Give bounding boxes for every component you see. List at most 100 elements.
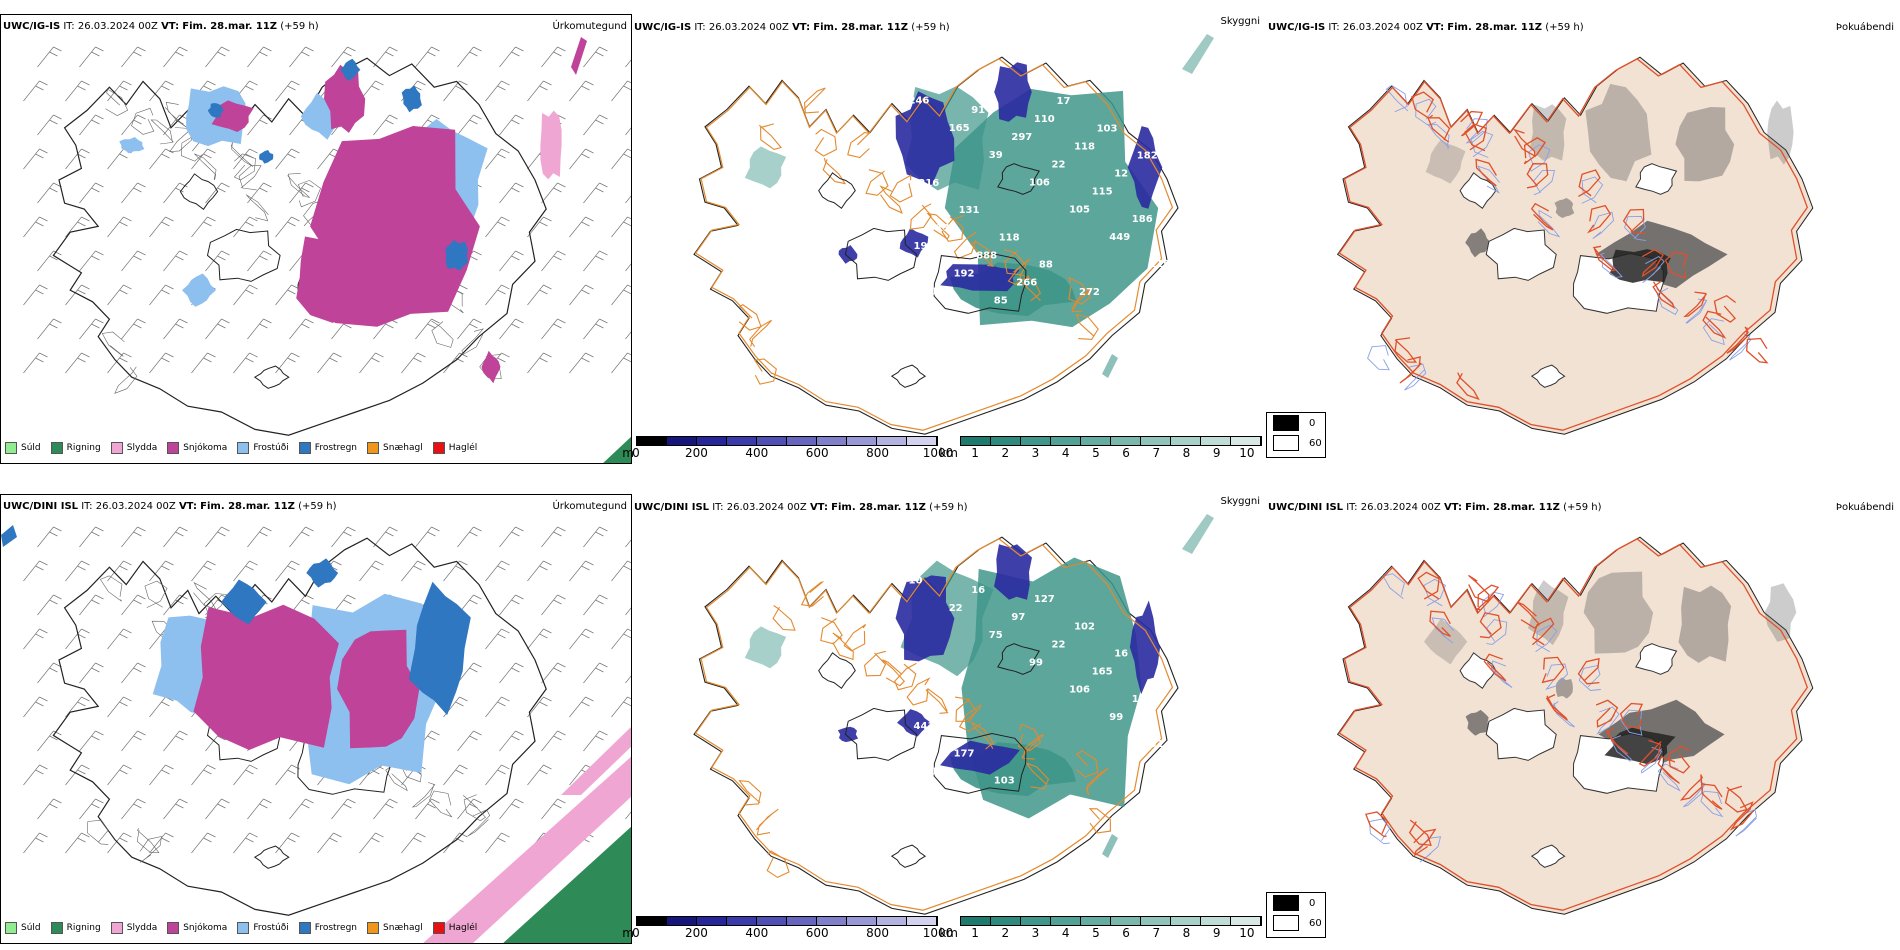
legend-item: Slydda bbox=[110, 922, 157, 934]
ceiling-value-label: 196 bbox=[914, 241, 935, 252]
ceiling-value-label: 119 bbox=[1149, 259, 1170, 270]
legend-item: Snæhagl bbox=[367, 922, 423, 934]
legend-item: Frostregn bbox=[298, 442, 358, 454]
fog-legend-high: 0 bbox=[1309, 417, 1316, 429]
ceiling-colorbar-bottom: 0 200 400 600 800 1000 m bbox=[622, 916, 953, 948]
field-name: Skyggni bbox=[1220, 496, 1260, 507]
ceiling-value-label: 165 bbox=[949, 123, 970, 134]
colorbar-swatch bbox=[1021, 917, 1051, 925]
ceiling-value-label: 186 bbox=[1132, 214, 1153, 225]
legend-item: Snjókoma bbox=[167, 922, 227, 934]
colorbar-swatch bbox=[1111, 917, 1141, 925]
colorbar-tick: 4 bbox=[1061, 446, 1070, 460]
field-name: Úrkomutegund bbox=[552, 501, 627, 512]
ceiling-value-label: 192 bbox=[954, 268, 975, 279]
panel-title: UWC/DINI ISL IT: 26.03.2024 00Z VT: Fim.… bbox=[3, 501, 337, 512]
legend-swatch bbox=[50, 442, 63, 454]
ceiling-value-label: 106 bbox=[1029, 177, 1050, 188]
colorbar-unit: km bbox=[939, 446, 958, 460]
colorbar-tick: 200 bbox=[684, 446, 708, 460]
ceiling-colorbar-top: 0 200 400 600 800 1000 m bbox=[622, 436, 953, 468]
ceiling-value-label: 105 bbox=[1069, 205, 1090, 216]
legend-item: Haglél bbox=[432, 922, 478, 934]
legend-swatch bbox=[167, 442, 180, 454]
ceiling-value-label: 110 bbox=[1034, 114, 1055, 125]
colorbar-tick: 800 bbox=[866, 926, 890, 940]
ceiling-value-label: 10 bbox=[909, 576, 923, 587]
panel-title: UWC/DINI ISL IT: 26.03.2024 00Z VT: Fim.… bbox=[1268, 502, 1602, 513]
colorbar-swatch bbox=[847, 437, 877, 445]
legend-label: Haglél bbox=[448, 923, 478, 933]
legend-swatch bbox=[110, 922, 123, 934]
field-name: Skyggni bbox=[1220, 16, 1260, 27]
legend-item: Snæhagl bbox=[367, 442, 423, 454]
ceiling-value-label: 103 bbox=[1097, 123, 1118, 134]
fog-panel-top: UWC/IG-IS IT: 26.03.2024 00Z VT: Fim. 28… bbox=[1266, 14, 1900, 464]
colorbar-swatch bbox=[1171, 917, 1201, 925]
colorbar-swatch bbox=[1201, 917, 1231, 925]
colorbar-swatch bbox=[757, 437, 787, 445]
colorbar-tick: 800 bbox=[866, 446, 890, 460]
legend-item: Snjókoma bbox=[167, 442, 227, 454]
ceiling-value-label: 441 bbox=[914, 721, 935, 732]
fog-legend-bottom: 0 60 bbox=[1266, 892, 1326, 938]
legend-swatch bbox=[237, 922, 250, 934]
colorbar-tick: 5 bbox=[1092, 446, 1100, 460]
ceiling-value-label: 165 bbox=[1092, 667, 1113, 678]
legend-item: Rigning bbox=[50, 442, 101, 454]
map-precip-bottom bbox=[1, 525, 631, 943]
ceiling-value-label: 16 bbox=[1114, 649, 1128, 660]
colorbar-tick: 600 bbox=[805, 926, 829, 940]
visibility-colorbar-bottom: 1 2 3 4 5 6 7 8 9 10 km bbox=[939, 916, 1262, 948]
ceiling-value-label: 82 bbox=[1149, 739, 1163, 750]
ceiling-value-label: 118 bbox=[1074, 141, 1095, 152]
ceiling-value-label: 85 bbox=[994, 296, 1008, 307]
legend-swatch bbox=[5, 442, 17, 454]
colorbar-swatch bbox=[991, 437, 1021, 445]
legend-swatch bbox=[237, 442, 250, 454]
visibility-strip bbox=[960, 436, 1262, 446]
ceiling-value-label: 16 bbox=[971, 585, 985, 596]
colorbar-tick: 9 bbox=[1212, 926, 1221, 940]
visibility-colorbar-top: 1 2 3 4 5 6 7 8 9 10 km bbox=[939, 436, 1262, 468]
legend-label: Snæhagl bbox=[383, 923, 423, 933]
colorbar-swatch bbox=[1051, 437, 1081, 445]
ceiling-value-label: 39 bbox=[989, 150, 1003, 161]
legend-item: Frostregn bbox=[298, 922, 357, 934]
colorbar-swatch bbox=[1021, 437, 1051, 445]
colorbar-swatch bbox=[787, 437, 817, 445]
ceiling-value-label: 102 bbox=[1074, 621, 1095, 632]
ceiling-value-label: 75 bbox=[989, 630, 1003, 641]
colorbar-tick: 9 bbox=[1212, 446, 1221, 460]
precip-type-panel-bottom: UWC/DINI ISL IT: 26.03.2024 00Z VT: Fim.… bbox=[0, 494, 632, 944]
ceiling-value-label: 12 bbox=[1114, 169, 1128, 180]
legend-label: Snjókoma bbox=[183, 923, 228, 933]
colorbar-unit: m bbox=[622, 446, 634, 460]
colorbar-swatch bbox=[817, 917, 847, 925]
fog-legend-swatch-high bbox=[1273, 895, 1299, 911]
legend-label: Súld bbox=[21, 443, 41, 453]
colorbar-swatch bbox=[1111, 437, 1141, 445]
colorbar-swatch bbox=[817, 437, 847, 445]
legend-label: Frostregn bbox=[314, 443, 358, 453]
map-visibility-top: 2461653910610544911912591297221151861961… bbox=[693, 34, 1214, 435]
precip-legend: Súld Rigning Slydda Snjókoma Frostúði Frostre… bbox=[5, 919, 477, 937]
colorbar-swatch bbox=[877, 917, 907, 925]
colorbar-tick: 3 bbox=[1031, 446, 1040, 460]
legend-swatch bbox=[110, 442, 123, 454]
ceiling-value-label: 246 bbox=[909, 96, 930, 107]
colorbar-swatch bbox=[907, 917, 937, 925]
colorbar-swatch bbox=[907, 437, 937, 445]
colorbar-tick: 10 bbox=[1239, 926, 1255, 940]
ceiling-value-label: 272 bbox=[1079, 287, 1100, 298]
legend-label: Snjókoma bbox=[183, 443, 228, 453]
ceiling-value-label: 91 bbox=[971, 105, 985, 116]
legend-item: Slydda bbox=[110, 442, 157, 454]
colorbar-tick: 10 bbox=[1239, 446, 1255, 460]
colorbar-swatch bbox=[1231, 917, 1261, 925]
fog-legend-top: 0 60 bbox=[1266, 412, 1326, 458]
colorbar-swatch bbox=[991, 917, 1021, 925]
ceiling-value-label: 118 bbox=[999, 233, 1020, 244]
fog-legend-high: 0 bbox=[1309, 897, 1316, 909]
legend-swatch bbox=[50, 922, 63, 934]
